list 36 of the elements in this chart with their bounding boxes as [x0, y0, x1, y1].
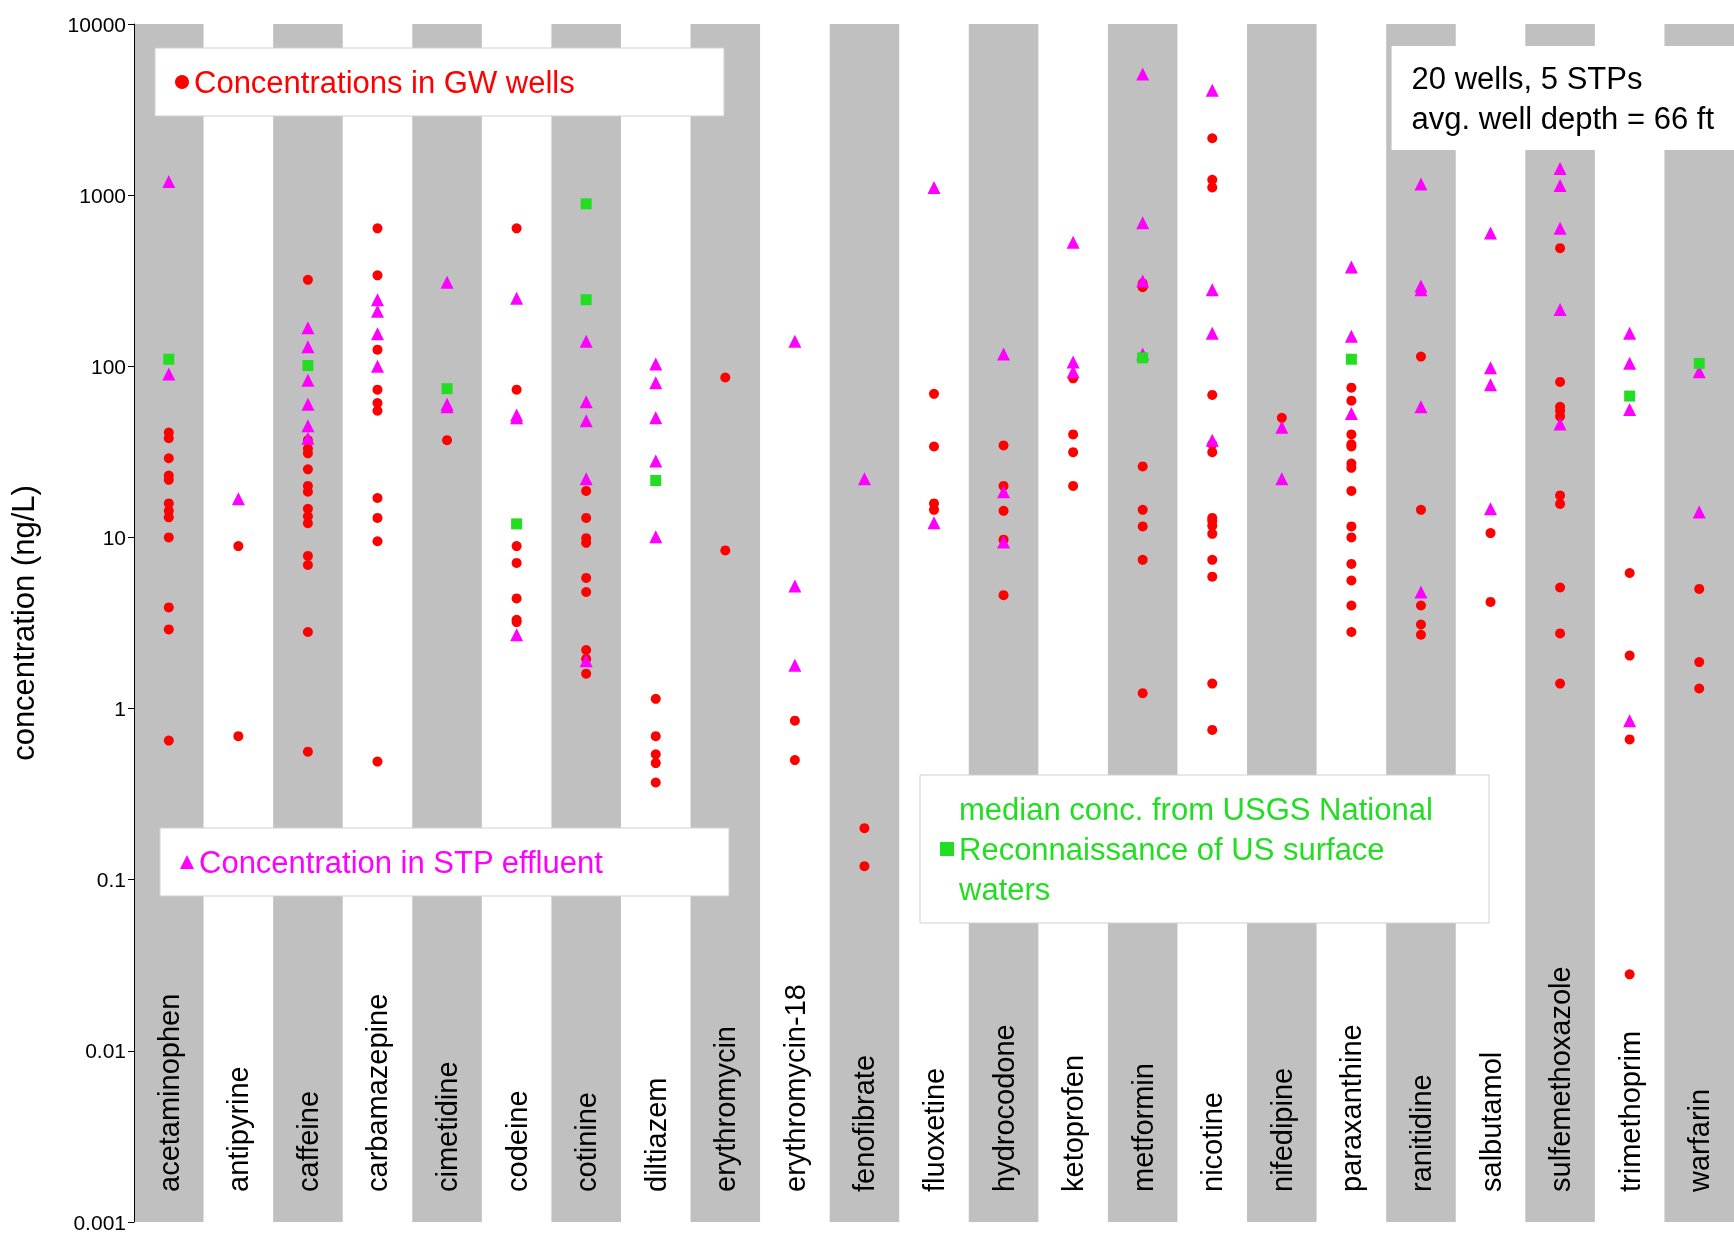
x-tick-label: ketoprofen: [1057, 1054, 1090, 1192]
x-tick-label: sulfemethoxazole: [1544, 966, 1577, 1192]
x-tick-label: cotinine: [570, 1092, 603, 1192]
y-tick-label: 100: [90, 354, 126, 378]
x-tick-label: nicotine: [1196, 1092, 1229, 1192]
x-tick-label: antipyrine: [222, 1066, 255, 1192]
x-tick-label: paraxanthine: [1335, 1024, 1368, 1192]
legend-label: Concentrations in GW wells: [194, 64, 575, 100]
legend-label: median conc. from USGS National Reconnaissance of US surface waters: [958, 791, 1442, 907]
annotation: 20 wells, 5 STPs avg. well depth = 66 ft: [1411, 60, 1715, 136]
y-tick-label: 0.01: [85, 1039, 126, 1063]
x-tick-label: codeine: [500, 1090, 533, 1192]
x-tick-label: carbamazepine: [361, 993, 394, 1192]
y-tick-label: 0.1: [96, 868, 126, 892]
y-tick-label: 1: [114, 697, 126, 721]
y-tick-label: 10: [102, 525, 126, 549]
x-tick-label: erythromycin-18: [778, 984, 811, 1192]
x-tick-label: trimethoprim: [1613, 1030, 1646, 1192]
y-tick-label: 1000: [79, 183, 126, 207]
x-tick-label: fenofibrate: [848, 1054, 881, 1192]
x-tick-label: warfarin: [1683, 1088, 1716, 1193]
y-tick-label: 10000: [67, 12, 126, 36]
y-tick-label: 0.001: [73, 1210, 126, 1234]
x-tick-label: cimetidine: [431, 1061, 464, 1192]
x-tick-label: nifedipine: [1265, 1067, 1298, 1192]
x-tick-label: acetaminophen: [152, 993, 185, 1192]
y-axis-title: concentration (ng/L): [6, 485, 41, 761]
x-tick-label: diltiazem: [639, 1077, 672, 1192]
x-tick-label: metformin: [1126, 1063, 1159, 1192]
x-tick-label: hydrocodone: [987, 1024, 1020, 1192]
legend-label: Concentration in STP effluent: [199, 844, 604, 880]
x-tick-label: caffeine: [291, 1090, 324, 1192]
x-tick-label: salbutamol: [1474, 1051, 1507, 1192]
x-tick-label: ranitidine: [1404, 1074, 1437, 1192]
x-tick-label: fluoxetine: [918, 1067, 950, 1192]
x-tick-label: erythromycin: [709, 1026, 742, 1192]
